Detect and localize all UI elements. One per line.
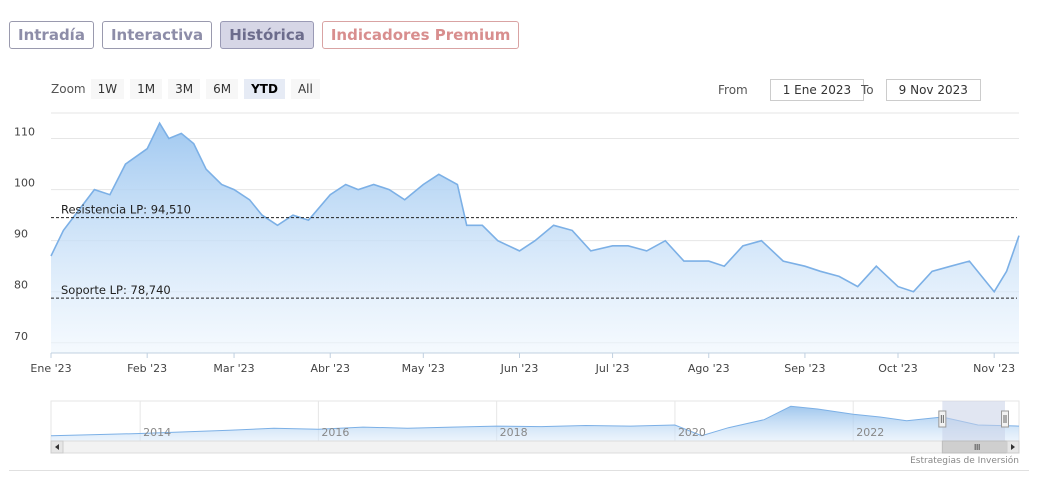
scroll-left-arrow-icon: [55, 444, 59, 450]
price-area: [51, 123, 1019, 353]
navigator-year-label: 2022: [856, 426, 884, 439]
zoom-label: Zoom: [51, 82, 86, 96]
to-date-input[interactable]: 9 Nov 2023: [885, 79, 981, 101]
zoom-1w-button[interactable]: 1W: [90, 79, 125, 99]
navigator-line: [50, 405, 1020, 437]
from-label: From: [718, 83, 748, 97]
x-tick-label: Abr '23: [310, 362, 350, 375]
from-date-input[interactable]: 1 Ene 2023: [769, 79, 865, 101]
range-from: From 1 Ene 2023: [718, 79, 865, 101]
zoom-3m-button[interactable]: 3M: [168, 79, 201, 99]
y-tick-label: 70: [14, 330, 28, 343]
scroll-right-arrow-icon: [1011, 444, 1015, 450]
x-axis-ticks: Ene '23 Feb '23 Mar '23 Abr '23 May '23 Jun '…: [30, 352, 1019, 375]
tab-interactiva[interactable]: Interactiva: [101, 21, 213, 49]
y-tick-label: 80: [14, 279, 28, 292]
view-tabs: Intradía Interactiva Histórica Indicador…: [9, 21, 520, 49]
navigator-left-handle: [938, 410, 947, 428]
range-to: To 9 Nov 2023: [861, 79, 981, 101]
x-tick-label: Nov '23: [973, 362, 1015, 375]
zoom-1m-button[interactable]: 1M: [130, 79, 163, 99]
bottom-divider: [9, 470, 1029, 471]
price-line: [50, 121, 1020, 294]
resistance-label: Resistencia LP: 94,510: [61, 203, 191, 217]
y-tick-label: 110: [14, 126, 35, 139]
navigator-area: [51, 406, 1019, 441]
navigator: 2014 2016 2018 2020 2022: [50, 400, 1020, 454]
y-axis-ticks: 70 80 90 100 110: [14, 126, 35, 343]
tab-intradia[interactable]: Intradía: [9, 21, 94, 49]
x-tick-label: Feb '23: [127, 362, 167, 375]
support-label: Soporte LP: 78,740: [61, 283, 171, 297]
navigator-year-label: 2014: [143, 426, 171, 439]
x-tick-label: Ene '23: [30, 362, 71, 375]
navigator-year-label: 2018: [500, 426, 528, 439]
x-tick-label: Oct '23: [878, 362, 918, 375]
x-tick-label: Jul '23: [595, 362, 630, 375]
tab-historica[interactable]: Histórica: [220, 21, 314, 49]
y-tick-label: 90: [14, 228, 28, 241]
zoom-all-button[interactable]: All: [290, 79, 320, 99]
x-tick-label: Mar '23: [213, 362, 254, 375]
zoom-6m-button[interactable]: 6M: [206, 79, 239, 99]
support-resistance-lines: Resistencia LP: 94,510 Soporte LP: 78,740: [51, 203, 1017, 299]
x-tick-label: Ago '23: [688, 362, 730, 375]
zoom-selector: Zoom 1W 1M 3M 6M YTD All: [51, 79, 326, 99]
credit-text: Estrategias de Inversión: [910, 456, 1019, 466]
x-tick-label: May '23: [402, 362, 445, 375]
y-tick-label: 100: [14, 177, 35, 190]
tab-indicadores-premium[interactable]: Indicadores Premium: [321, 21, 520, 49]
x-tick-label: Sep '23: [784, 362, 825, 375]
navigator-year-label: 2016: [321, 426, 349, 439]
zoom-ytd-button[interactable]: YTD: [244, 79, 285, 99]
navigator-right-handle: [1001, 410, 1009, 428]
navigator-selection: [942, 401, 1005, 441]
to-label: To: [861, 83, 874, 97]
x-tick-label: Jun '23: [500, 362, 539, 375]
navigator-year-label: 2020: [678, 426, 706, 439]
navigator-scrollbar-track: [50, 440, 1020, 454]
